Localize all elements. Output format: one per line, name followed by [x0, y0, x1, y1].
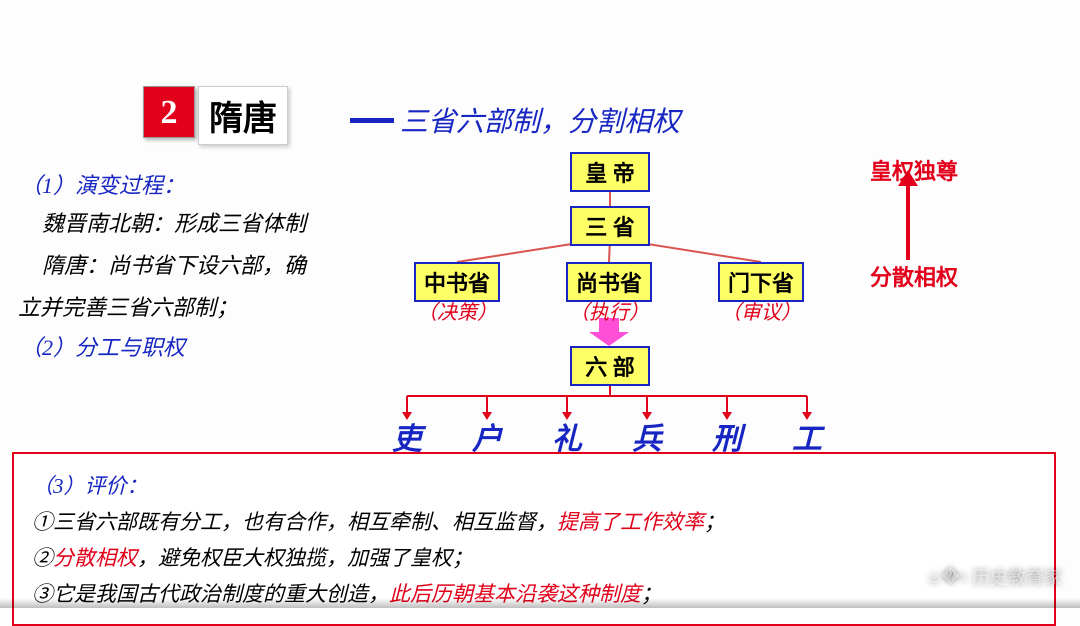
watermark-icon: �ො [930, 560, 964, 594]
left-line: （1）演变过程： [20, 168, 185, 200]
left-line: （2）分工与职权 [20, 330, 185, 362]
node-emperor: 皇 帝 [570, 152, 650, 192]
watermark-text: 历史教育家 [972, 564, 1062, 590]
node-liubu: 六 部 [570, 346, 650, 386]
node-zhongshu-role: （决策） [410, 296, 504, 325]
subtitle: 三省六部制，分割相权 [400, 100, 680, 140]
bottom-shadow [0, 598, 1080, 608]
left-line: 魏晋南北朝：形成三省体制 [42, 206, 306, 238]
node-menxia-role: （审议） [714, 296, 808, 325]
node-sansheng: 三 省 [570, 206, 650, 246]
section-title: 隋唐 [198, 86, 288, 145]
right-annotation: 分散相权 [870, 260, 958, 292]
subtitle-dash [350, 118, 394, 123]
section-number: 2 [143, 86, 195, 138]
right-annotation: 皇权独尊 [870, 154, 958, 186]
evaluation-title: （3）评价： [32, 470, 1036, 500]
left-line: 立并完善三省六部制； [18, 290, 238, 322]
node-shangshu-role: （执行） [562, 296, 656, 325]
evaluation-line: ②分散相权，避免权臣大权独揽，加强了皇权； [32, 542, 1036, 572]
evaluation-line: ①三省六部既有分工，也有合作，相互牵制、相互监督，提高了工作效率； [32, 506, 1036, 536]
watermark: �ො 历史教育家 [930, 560, 1062, 594]
left-line: 隋唐：尚书省下设六部，确 [42, 248, 306, 280]
slide: 2 隋唐 三省六部制，分割相权 （1）演变过程： 魏晋南北朝：形成三省体制隋唐：尚… [0, 0, 1080, 608]
